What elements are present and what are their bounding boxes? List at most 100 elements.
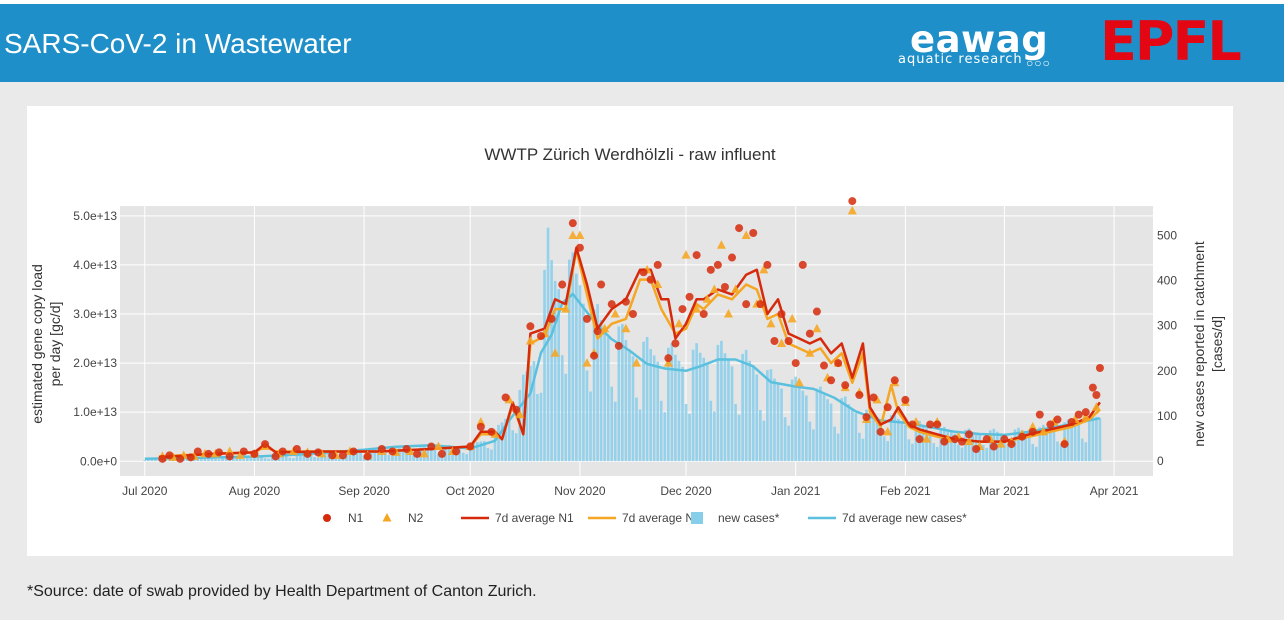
new-cases-bar [479,441,483,462]
new-cases-bar [401,449,405,462]
n1-marker [466,442,475,451]
new-cases-bar [468,444,472,462]
legend-item-n2[interactable]: N2 [382,511,424,525]
legend-square-icon [691,512,703,524]
legend-circle-icon [323,514,331,522]
new-cases-bar [787,425,790,462]
new-cases-bar [755,374,759,462]
new-cases-bar [1052,429,1056,462]
new-cases-bar [1031,443,1035,462]
n1-marker [1060,440,1069,449]
new-cases-bar [246,456,249,462]
new-cases-bar [599,320,603,462]
n2-marker [812,323,822,333]
new-cases-bar [751,366,755,462]
x-tick-label: Dec 2020 [660,484,712,498]
n2-marker [433,441,443,451]
y-tick-label: 5.0e+13 [73,209,117,223]
new-cases-bar [221,456,224,462]
new-cases-bar [642,341,645,462]
n1-marker [476,422,485,431]
new-cases-bar [557,289,560,462]
n1-marker [812,307,821,316]
new-cases-bar [850,408,854,462]
legend-item-new-cases-[interactable]: new cases* [691,511,780,525]
n1-marker [1046,420,1055,429]
new-cases-bar [801,390,805,462]
new-cases-bar [631,356,635,462]
legend-item-7d-average-n1[interactable]: 7d average N1 [461,511,574,525]
n1-marker [1067,418,1076,426]
new-cases-bar [613,401,617,462]
n1-marker [720,283,729,291]
new-cases-bar [702,357,706,462]
legend-item-7d-average-new-cases-[interactable]: 7d average new cases* [808,511,967,525]
n1-marker [805,329,814,338]
n2-marker [996,439,1006,448]
n1-marker [590,351,599,360]
new-cases-bar [1042,424,1045,462]
new-cases-bar [242,459,246,462]
n1-marker [402,445,411,453]
new-cases-bar [741,353,744,462]
n1-marker [770,337,779,345]
new-cases-bar [1006,444,1010,462]
x-tick-label: Mar 2021 [979,484,1030,498]
new-cases-bar [472,441,476,462]
n1-marker [1018,432,1027,441]
new-cases-bar [797,385,801,462]
n1-marker [261,440,270,449]
n1-marker [749,229,758,237]
new-cases-bar [677,360,681,462]
new-cases-bar [359,452,362,462]
new-cases-bar [957,444,960,462]
n1-marker [671,339,680,348]
new-cases-bar [447,445,451,462]
n1-marker [225,452,234,461]
y2-tick-label: 200 [1157,364,1177,378]
x-tick-label: Jul 2020 [122,484,168,498]
legend-item-7d-average-n2[interactable]: 7d average N2 [588,511,701,525]
n1-marker [1081,408,1090,417]
new-cases-bar [758,409,762,462]
chart-legend[interactable]: N1 N2 7d average N1 7d average N2 new cases*… [323,511,967,525]
n1-marker [646,275,655,284]
new-cases-bar [391,455,394,462]
new-cases-bar [408,449,412,462]
n1-marker [614,341,623,350]
new-cases-bar [207,457,210,462]
new-cases-bar [628,349,631,462]
top-border [0,0,1284,4]
new-cases-bar [575,273,578,462]
new-cases-bar [624,340,628,462]
y2-axis-label-line-1: new cases reported in catchment [1191,241,1207,447]
new-cases-bar [621,324,624,462]
n2-marker [568,230,578,239]
n2-marker [1081,412,1091,421]
n1-marker [685,292,694,301]
chart-panel: WWTP Zürich Werdhölzli - raw influent 0.… [27,106,1233,556]
n2-marker [709,284,719,293]
n1-marker [597,280,606,289]
new-cases-bar [260,456,263,462]
new-cases-bar [656,361,660,462]
page-title: SARS-CoV-2 in Wastewater [4,28,352,59]
new-cases-bar [1027,433,1031,462]
epfl-logo: EPFL [1100,10,1242,73]
n1-marker [908,420,917,429]
new-cases-bar [281,455,285,462]
new-cases-bar [907,439,911,462]
n2-marker [600,323,610,333]
n2-marker [632,358,641,367]
y2-tick-label: 300 [1157,319,1177,333]
legend-label: new cases* [718,511,780,525]
new-cases-bar [231,457,235,462]
new-cases-bar [1084,442,1088,462]
n2-marker [702,294,712,303]
n1-marker [501,393,510,402]
n2-marker [515,409,525,419]
new-cases-bar [649,349,652,462]
n1-marker [204,449,213,458]
n1-marker [621,297,630,306]
legend-item-n1[interactable]: N1 [323,511,364,525]
